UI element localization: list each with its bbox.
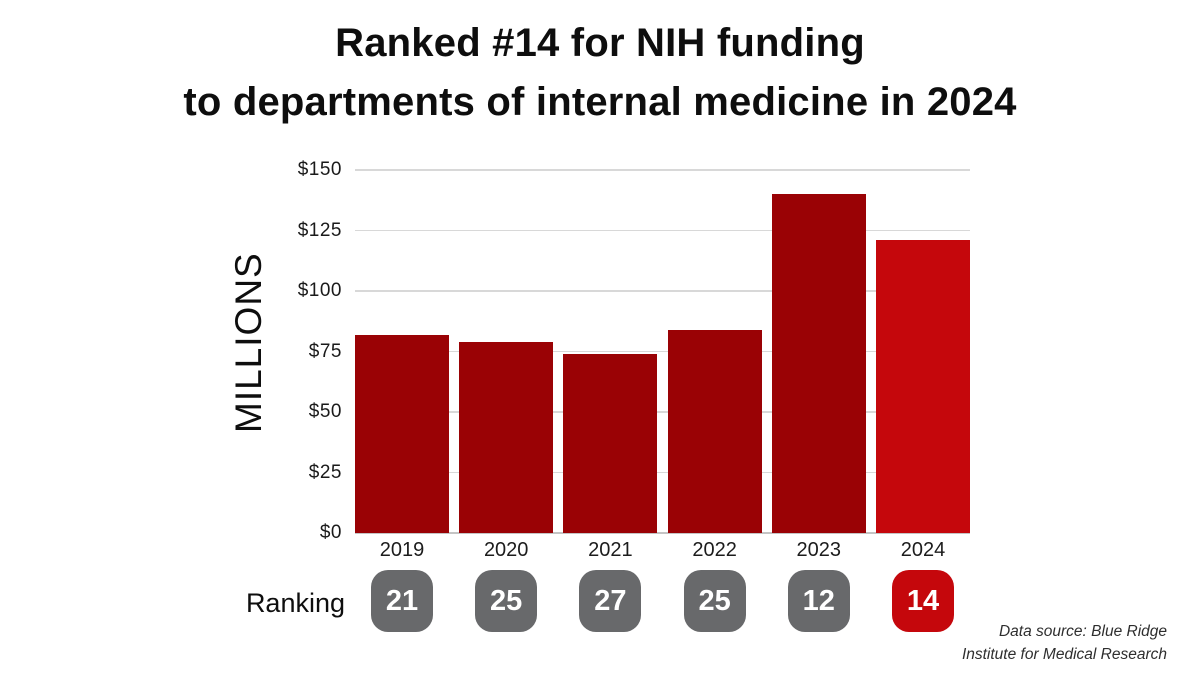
ranking-badge-2022: 25 xyxy=(683,570,746,632)
y-tick-50: $50 xyxy=(308,401,342,422)
gridline-50 xyxy=(355,411,970,413)
title-line-1: Ranked #14 for NIH funding xyxy=(335,21,865,65)
plot-area xyxy=(355,169,970,534)
x-tick-2019: 2019 xyxy=(379,539,425,561)
gridline-100 xyxy=(355,290,970,292)
y-tick-150: $150 xyxy=(297,159,342,180)
y-tick-125: $125 xyxy=(297,219,342,241)
title-line-2: to departments of internal medicine in 2… xyxy=(183,80,1017,124)
gridline-75 xyxy=(355,350,970,353)
y-tick-25: $25 xyxy=(308,461,342,483)
ranking-badge-2023: 12 xyxy=(787,570,850,632)
ranking-label: Ranking xyxy=(245,588,345,618)
bar-2024 xyxy=(876,240,970,533)
data-source-line-1: Data source: Blue Ridge xyxy=(998,623,1167,640)
gridline-25 xyxy=(355,471,970,474)
y-tick-75: $75 xyxy=(308,340,342,362)
ranking-badge-row: 21 25 27 25 12 14 xyxy=(355,570,970,632)
chart-title: Ranked #14 for NIH funding to department… xyxy=(0,14,1200,132)
ranking-badge-2021: 27 xyxy=(579,570,642,632)
x-tick-2020: 2020 xyxy=(483,539,529,561)
bar-2022 xyxy=(667,329,762,533)
x-tick-2021: 2021 xyxy=(588,539,633,561)
bar-2019 xyxy=(355,334,449,533)
ranking-badge-2019: 21 xyxy=(371,570,433,632)
y-axis-tick-labels: $150 $125 $100 $75 $50 $25 $0 xyxy=(230,159,342,543)
ranking-badge-2024: 14 xyxy=(892,570,954,632)
data-source-line-2: Institute for Medical Research xyxy=(961,646,1167,663)
bar-2023 xyxy=(771,194,866,533)
x-tick-2023: 2023 xyxy=(796,539,842,561)
gridline-125 xyxy=(355,229,970,232)
x-tick-2024: 2024 xyxy=(900,539,946,561)
data-source-note: Data source: Blue Ridge Institute for Me… xyxy=(962,620,1167,666)
gridline-150 xyxy=(355,169,970,171)
x-tick-2022: 2022 xyxy=(692,539,737,561)
x-axis-labels: 2019 2020 2021 2022 2023 2024 xyxy=(355,539,970,563)
gridline-0 xyxy=(355,532,970,534)
bar-2021 xyxy=(563,353,658,533)
y-tick-100: $100 xyxy=(297,280,342,301)
ranking-badge-2020: 25 xyxy=(475,570,538,632)
bar-2020 xyxy=(459,341,554,533)
y-tick-0: $0 xyxy=(319,522,342,543)
